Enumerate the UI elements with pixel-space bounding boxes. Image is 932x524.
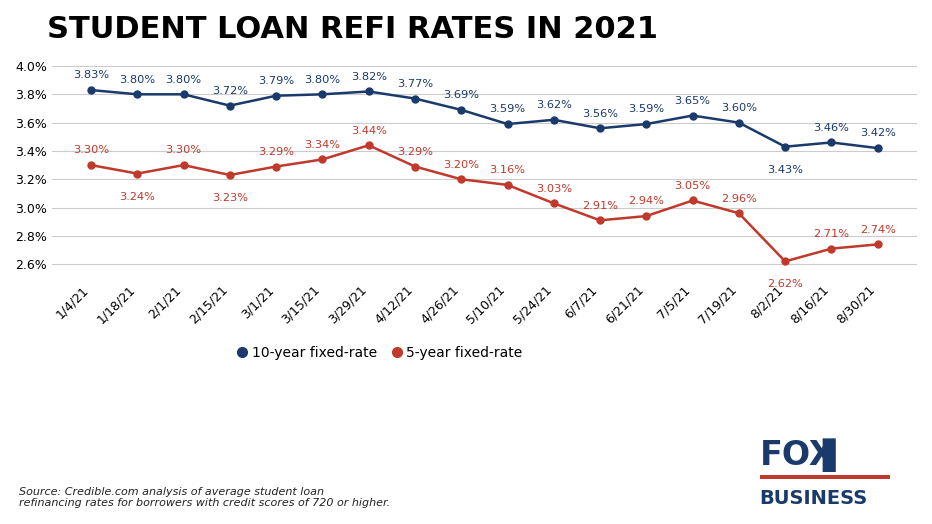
Text: 3.34%: 3.34% bbox=[305, 140, 340, 150]
Text: 3.83%: 3.83% bbox=[73, 70, 109, 80]
10-year fixed-rate bbox=[131, 91, 143, 97]
Text: 3.42%: 3.42% bbox=[859, 128, 896, 138]
10-year fixed-rate bbox=[270, 93, 281, 99]
5-year fixed-rate bbox=[131, 170, 143, 177]
Text: 3.30%: 3.30% bbox=[73, 145, 109, 156]
10-year fixed-rate bbox=[363, 89, 375, 95]
Text: 3.82%: 3.82% bbox=[350, 72, 387, 82]
10-year fixed-rate bbox=[872, 145, 884, 151]
5-year fixed-rate bbox=[409, 163, 420, 170]
Text: 2.94%: 2.94% bbox=[628, 196, 665, 206]
5-year fixed-rate bbox=[225, 172, 236, 178]
10-year fixed-rate bbox=[409, 95, 420, 102]
Text: 3.30%: 3.30% bbox=[166, 145, 201, 156]
Text: 3.56%: 3.56% bbox=[582, 108, 618, 118]
Text: 3.44%: 3.44% bbox=[350, 126, 387, 136]
Line: 5-year fixed-rate: 5-year fixed-rate bbox=[88, 142, 881, 265]
10-year fixed-rate bbox=[826, 139, 837, 146]
Text: 3.23%: 3.23% bbox=[212, 193, 248, 203]
5-year fixed-rate bbox=[687, 198, 698, 204]
Text: 3.80%: 3.80% bbox=[119, 74, 156, 84]
10-year fixed-rate bbox=[317, 91, 328, 97]
10-year fixed-rate bbox=[86, 87, 97, 93]
Text: ▌: ▌ bbox=[822, 438, 847, 472]
Text: 2.96%: 2.96% bbox=[721, 193, 757, 203]
10-year fixed-rate bbox=[687, 113, 698, 119]
Text: 3.80%: 3.80% bbox=[166, 74, 201, 84]
10-year fixed-rate bbox=[779, 144, 790, 150]
Text: 2.74%: 2.74% bbox=[859, 225, 896, 235]
10-year fixed-rate bbox=[733, 119, 745, 126]
Text: 3.20%: 3.20% bbox=[444, 159, 479, 170]
5-year fixed-rate bbox=[779, 258, 790, 265]
5-year fixed-rate bbox=[595, 217, 606, 223]
Text: STUDENT LOAN REFI RATES IN 2021: STUDENT LOAN REFI RATES IN 2021 bbox=[48, 15, 658, 44]
Text: 3.43%: 3.43% bbox=[767, 165, 803, 174]
10-year fixed-rate bbox=[595, 125, 606, 132]
5-year fixed-rate bbox=[548, 200, 559, 206]
Text: FOX: FOX bbox=[760, 439, 835, 472]
5-year fixed-rate bbox=[317, 156, 328, 162]
Text: 3.46%: 3.46% bbox=[814, 123, 849, 133]
10-year fixed-rate bbox=[456, 107, 467, 113]
10-year fixed-rate bbox=[548, 117, 559, 123]
5-year fixed-rate bbox=[872, 241, 884, 247]
Text: 3.72%: 3.72% bbox=[212, 86, 248, 96]
Text: 3.69%: 3.69% bbox=[444, 90, 479, 100]
Line: 10-year fixed-rate: 10-year fixed-rate bbox=[88, 86, 881, 151]
Text: 2.91%: 2.91% bbox=[582, 201, 618, 211]
Text: Source: Credible.com analysis of average student loan
refinancing rates for borr: Source: Credible.com analysis of average… bbox=[19, 487, 390, 508]
Text: 3.24%: 3.24% bbox=[119, 192, 156, 202]
Text: 3.65%: 3.65% bbox=[675, 96, 710, 106]
5-year fixed-rate bbox=[733, 210, 745, 216]
Text: 3.29%: 3.29% bbox=[258, 147, 295, 157]
Text: 3.59%: 3.59% bbox=[489, 104, 526, 114]
Text: 3.05%: 3.05% bbox=[675, 181, 710, 191]
5-year fixed-rate bbox=[86, 162, 97, 168]
5-year fixed-rate bbox=[640, 213, 651, 219]
5-year fixed-rate bbox=[826, 245, 837, 252]
10-year fixed-rate bbox=[640, 121, 651, 127]
5-year fixed-rate bbox=[456, 176, 467, 182]
Text: 3.80%: 3.80% bbox=[305, 74, 340, 84]
Text: 3.62%: 3.62% bbox=[536, 100, 571, 110]
Text: 3.16%: 3.16% bbox=[489, 165, 526, 175]
5-year fixed-rate bbox=[502, 182, 514, 188]
10-year fixed-rate bbox=[502, 121, 514, 127]
Text: 3.79%: 3.79% bbox=[258, 76, 295, 86]
Text: BUSINESS: BUSINESS bbox=[760, 489, 868, 508]
5-year fixed-rate bbox=[178, 162, 189, 168]
Text: 3.29%: 3.29% bbox=[397, 147, 433, 157]
Legend: 10-year fixed-rate, 5-year fixed-rate: 10-year fixed-rate, 5-year fixed-rate bbox=[233, 340, 528, 365]
Text: 2.62%: 2.62% bbox=[767, 279, 803, 289]
5-year fixed-rate bbox=[363, 142, 375, 148]
10-year fixed-rate bbox=[225, 103, 236, 109]
5-year fixed-rate bbox=[270, 163, 281, 170]
10-year fixed-rate bbox=[178, 91, 189, 97]
Text: 3.60%: 3.60% bbox=[720, 103, 757, 113]
Text: 2.71%: 2.71% bbox=[814, 229, 849, 239]
Text: 3.59%: 3.59% bbox=[628, 104, 665, 114]
Text: 3.77%: 3.77% bbox=[397, 79, 433, 89]
Text: 3.03%: 3.03% bbox=[536, 183, 572, 193]
